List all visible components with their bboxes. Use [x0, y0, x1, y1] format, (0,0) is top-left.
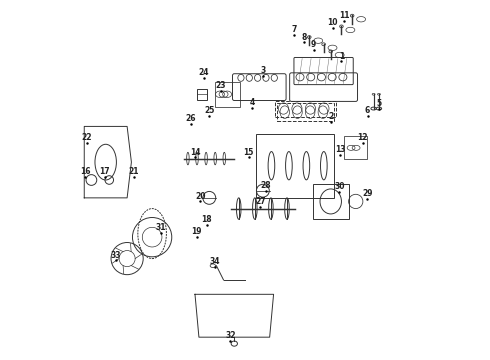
Text: 5: 5: [376, 99, 382, 108]
Text: 11: 11: [339, 11, 349, 20]
Text: 8: 8: [302, 33, 307, 42]
Text: 21: 21: [128, 167, 139, 176]
Bar: [277, 103, 334, 121]
Text: 10: 10: [327, 18, 338, 27]
Text: 1: 1: [339, 51, 344, 60]
Bar: [197, 89, 207, 100]
Text: 18: 18: [201, 215, 212, 224]
Text: 24: 24: [198, 68, 209, 77]
Text: 23: 23: [216, 81, 226, 90]
Bar: [344, 136, 368, 159]
Text: 15: 15: [244, 148, 254, 157]
Text: 30: 30: [334, 182, 344, 191]
Text: 9: 9: [311, 40, 316, 49]
Text: 20: 20: [195, 192, 206, 201]
Text: 16: 16: [80, 167, 90, 176]
Text: 19: 19: [192, 227, 202, 236]
Text: 14: 14: [190, 148, 200, 157]
Text: 26: 26: [185, 114, 196, 123]
Text: 25: 25: [204, 106, 215, 115]
Text: 13: 13: [335, 145, 345, 154]
Bar: [313, 184, 348, 219]
Text: 7: 7: [291, 26, 296, 35]
Text: 17: 17: [99, 167, 110, 176]
Text: 28: 28: [260, 181, 271, 190]
Text: 2: 2: [328, 112, 333, 121]
Text: 4: 4: [249, 98, 255, 107]
Text: 31: 31: [155, 223, 166, 232]
Text: 27: 27: [255, 197, 266, 206]
Bar: [256, 134, 334, 198]
Bar: [215, 82, 240, 107]
Text: 32: 32: [225, 331, 236, 340]
Text: 22: 22: [81, 133, 92, 142]
Text: 33: 33: [110, 251, 121, 260]
Text: 12: 12: [358, 133, 368, 142]
Text: 29: 29: [362, 189, 372, 198]
Text: 34: 34: [209, 257, 220, 266]
Text: 3: 3: [260, 66, 266, 75]
Text: 6: 6: [365, 106, 370, 115]
Bar: [275, 100, 336, 117]
